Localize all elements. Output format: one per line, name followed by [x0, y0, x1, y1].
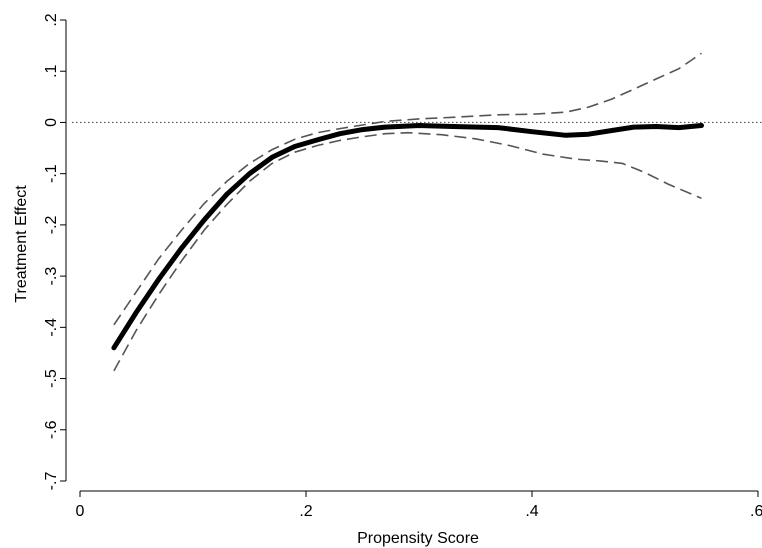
y-tick-label: -.1 — [43, 164, 60, 183]
y-tick-label: 0 — [43, 118, 60, 127]
axes: .2 .1 0 -.1 -.2 -.3 -.4 -.5 -.6 -.7 0 .2 .4 .6 — [43, 13, 762, 520]
x-tick-label: .6 — [750, 503, 762, 520]
estimate-line — [111, 123, 704, 351]
y-tick-label: -.5 — [43, 369, 60, 388]
series-layer — [111, 52, 704, 372]
x-tick-label: .2 — [299, 503, 312, 520]
y-tick-label: -.6 — [43, 420, 60, 439]
x-tick-label: .4 — [525, 503, 538, 520]
y-tick-label: -.7 — [43, 472, 60, 491]
y-axis-label: Treatment Effect — [13, 185, 30, 303]
x-axis-label: Propensity Score — [357, 530, 479, 547]
x-tick-label: 0 — [76, 503, 85, 520]
y-tick-label: -.3 — [43, 267, 60, 286]
y-tick-label: -.2 — [43, 215, 60, 234]
y-tick-label: .1 — [43, 64, 60, 77]
lower-bound-line — [113, 131, 702, 372]
y-tick-label: .2 — [43, 13, 60, 26]
y-tick-label: -.4 — [43, 318, 60, 337]
upper-bound-line — [113, 52, 702, 326]
